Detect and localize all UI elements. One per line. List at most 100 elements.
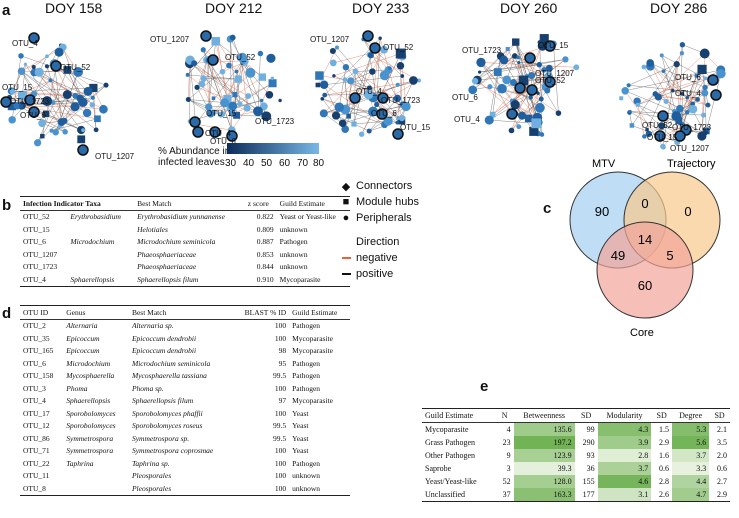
network-node [645,130,652,138]
table-cell: 100 [274,458,287,468]
indicator-otu-node [207,54,219,66]
network-node [194,84,200,90]
network-node [652,91,659,97]
venn-count-all: 14 [638,232,652,247]
network-node [538,96,544,102]
panel-label-e: e [480,378,489,395]
network-hub-node [18,91,27,101]
otu-label: OTU_1207 [670,144,710,153]
network-node [200,47,206,53]
network-node [90,95,95,100]
otu-label: OTU_15 [2,83,33,92]
legend-direction: Direction [356,236,400,248]
network-node [341,125,349,133]
network-edge [515,42,527,76]
colorbar-title-line2: infected leaves [158,157,225,168]
table-cell: Sporobolomyces phaffii [131,408,203,418]
network-node [245,67,256,78]
network-node [239,57,247,65]
table-cell: Yeast [292,421,309,431]
table-row: Mycoparasite 4 135.6 99 4.3 1.5 5.3 2.1 [422,422,730,436]
network-node [383,116,393,126]
table-b-header: Best Match [137,198,172,208]
network-edge [492,56,501,115]
network-node [23,62,27,66]
table-row: OTU_2 Alternaria Alternaria sp. 100 Pathogen [20,319,350,332]
network-hub-node [42,110,50,118]
table-cell: 100 [274,483,287,493]
doy-label-260: DOY 260 [500,0,558,16]
network-hub-node [675,117,683,125]
network-hub-node [77,135,86,144]
network-node [378,36,382,40]
network-edge [323,97,374,114]
network-node [352,68,359,75]
network-edge [363,39,403,77]
table-cell [67,223,134,236]
network-doy-158: OTU_4 OTU_52 OTU_15 OTU_1723 OTU_6 OTU_1207 [0,32,135,161]
table-cell: Microdochium seminicola [131,358,211,368]
table-cell: Pathogen [279,237,308,247]
table-e-header: Guild Estimate [425,411,474,420]
network-node [366,85,372,91]
network-node [502,75,512,85]
network-hub-node [315,71,324,80]
table-e-header: SD [581,411,592,420]
network-node [70,102,80,112]
table-cell: 4.7 [672,488,710,502]
table-cell [67,261,134,274]
table-cell: 2.6 [659,490,670,499]
network-edge [64,95,76,121]
panel-label-a: a [2,2,11,19]
network-hub-node [395,48,406,59]
table-cell: 100 [274,408,287,418]
venn-count-mtv-only: 90 [595,204,609,219]
network-node [511,53,518,59]
network-node [73,67,84,77]
table-cell: 100 [274,383,287,393]
table-cell: Unclassified [425,490,465,499]
network-edge [33,66,82,131]
diamond-icon: ◆ [341,180,351,193]
table-cell: Yeast/Yeast-like [425,477,477,486]
table-d-header: Guild Estimate [292,307,338,317]
table-cell: Phoma sp. [131,383,164,393]
network-node [517,60,521,65]
network-edge [37,87,94,143]
network-node [398,114,406,122]
table-cell: Phaeosphaeriaceae [137,262,197,272]
venn-label-trajectory: Trajectory [667,158,716,170]
network-node [191,60,198,67]
colorbar-tick: 60 [279,158,291,169]
table-cell: 100 [274,333,287,343]
network-node [367,52,374,59]
table-cell: unknown [292,471,321,481]
network-nodes [315,36,421,137]
table-cell: Pathogen [292,358,321,368]
network-node [257,50,264,57]
network-edge [521,98,542,116]
table-row: OTU_35 Epicoccum Epicoccum dendrobii 100 Myc… [20,332,350,345]
doy-label-158: DOY 158 [45,0,103,16]
table-cell: Taphrina sp. [131,458,170,468]
colorbar-tick: 80 [313,158,325,169]
table-cell: 4.3 [597,422,652,436]
table-cell: 39.3 [513,462,575,475]
network-edge [188,99,211,114]
network-node [81,128,86,133]
table-cell: OTU_8 [23,483,46,493]
network-node [471,77,479,85]
table-cell: 0.6 [659,464,670,473]
network-node [400,74,405,78]
network-edge [353,55,372,125]
network-node [476,57,486,68]
network-edge [230,39,237,116]
network-edge [625,90,675,112]
network-node [319,80,329,89]
table-cell: 5.6 [672,436,710,449]
network-edge [377,104,398,119]
network-node [416,78,421,83]
table-row: OTU_4 Sphaerellopsis Sphaerellopsis filum 9… [20,395,350,408]
network-nodes [619,42,726,150]
